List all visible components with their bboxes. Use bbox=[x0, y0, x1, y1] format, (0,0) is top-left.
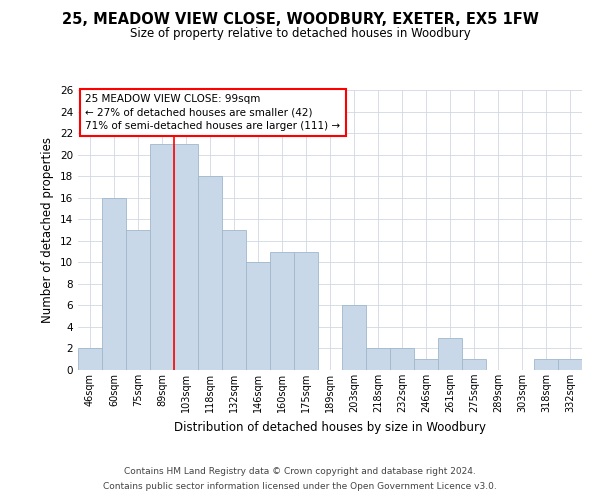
Bar bbox=[246, 262, 270, 370]
Bar bbox=[558, 359, 582, 370]
Bar bbox=[390, 348, 414, 370]
Bar bbox=[438, 338, 462, 370]
Bar bbox=[342, 306, 366, 370]
Text: Size of property relative to detached houses in Woodbury: Size of property relative to detached ho… bbox=[130, 28, 470, 40]
Bar bbox=[294, 252, 318, 370]
Bar bbox=[78, 348, 102, 370]
Bar bbox=[150, 144, 174, 370]
X-axis label: Distribution of detached houses by size in Woodbury: Distribution of detached houses by size … bbox=[174, 420, 486, 434]
Bar bbox=[414, 359, 438, 370]
Text: 25 MEADOW VIEW CLOSE: 99sqm
← 27% of detached houses are smaller (42)
71% of sem: 25 MEADOW VIEW CLOSE: 99sqm ← 27% of det… bbox=[85, 94, 340, 130]
Y-axis label: Number of detached properties: Number of detached properties bbox=[41, 137, 55, 323]
Bar bbox=[174, 144, 198, 370]
Bar bbox=[270, 252, 294, 370]
Bar bbox=[222, 230, 246, 370]
Text: Contains public sector information licensed under the Open Government Licence v3: Contains public sector information licen… bbox=[103, 482, 497, 491]
Bar bbox=[102, 198, 126, 370]
Bar bbox=[534, 359, 558, 370]
Text: 25, MEADOW VIEW CLOSE, WOODBURY, EXETER, EX5 1FW: 25, MEADOW VIEW CLOSE, WOODBURY, EXETER,… bbox=[62, 12, 538, 28]
Bar bbox=[198, 176, 222, 370]
Bar bbox=[126, 230, 150, 370]
Bar bbox=[366, 348, 390, 370]
Bar bbox=[462, 359, 486, 370]
Text: Contains HM Land Registry data © Crown copyright and database right 2024.: Contains HM Land Registry data © Crown c… bbox=[124, 467, 476, 476]
